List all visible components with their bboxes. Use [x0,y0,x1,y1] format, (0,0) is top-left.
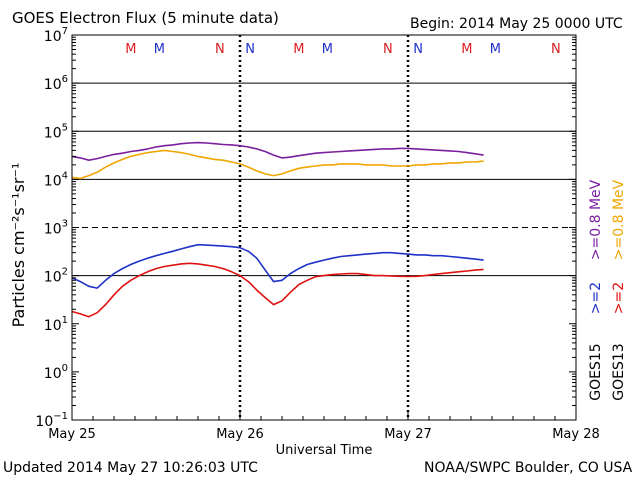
magnetic-marker: M [461,42,472,57]
legend-entry: GOES13 [611,343,627,400]
y-tick-label: 104 [44,170,68,189]
magnetic-marker: M [293,42,304,57]
y-tick-label: 103 [44,219,68,238]
begin-date-label: Begin: 2014 May 25 0000 UTC [410,16,623,32]
x-tick-label: May 26 [216,427,264,442]
y-tick-label: 10−1 [35,411,68,430]
magnetic-marker: N [383,42,393,57]
magnetic-marker: M [154,42,165,57]
legend-entry: GOES15 [588,343,604,400]
legend-entry: >=0.8 MeV [611,179,627,260]
magnetic-marker: M [125,42,136,57]
magnetic-marker: M [490,42,501,57]
series-line-1 [71,149,484,180]
x-tick-label: May 28 [552,427,600,442]
x-tick-label: May 27 [384,427,432,442]
x-tick-label: May 25 [48,427,96,442]
legend-entry: >=2 [588,282,604,314]
y-tick-label: 102 [44,267,68,286]
series-line-3 [71,262,484,318]
magnetic-marker: N [413,42,423,57]
y-axis-label: Particles cm⁻²s⁻¹sr⁻¹ [9,163,28,328]
y-tick-label: 101 [44,315,68,334]
updated-timestamp: Updated 2014 May 27 10:26:03 UTC [3,460,258,476]
chart-title: GOES Electron Flux (5 minute data) [12,9,279,27]
y-tick-label: 100 [44,363,68,382]
magnetic-marker: N [215,42,225,57]
x-axis-label: Universal Time [276,443,373,458]
magnetic-marker: N [245,42,255,57]
y-tick-label: 107 [44,26,68,45]
credit-label: NOAA/SWPC Boulder, CO USA [424,460,633,476]
magnetic-marker: M [322,42,333,57]
series-line-2 [71,243,484,289]
y-tick-label: 105 [44,122,68,141]
magnetic-marker: N [551,42,561,57]
series-line-0 [71,141,484,161]
legend-entry: >=0.8 MeV [588,179,604,260]
y-tick-label: 106 [44,74,68,93]
legend-entry: >=2 [611,282,627,314]
